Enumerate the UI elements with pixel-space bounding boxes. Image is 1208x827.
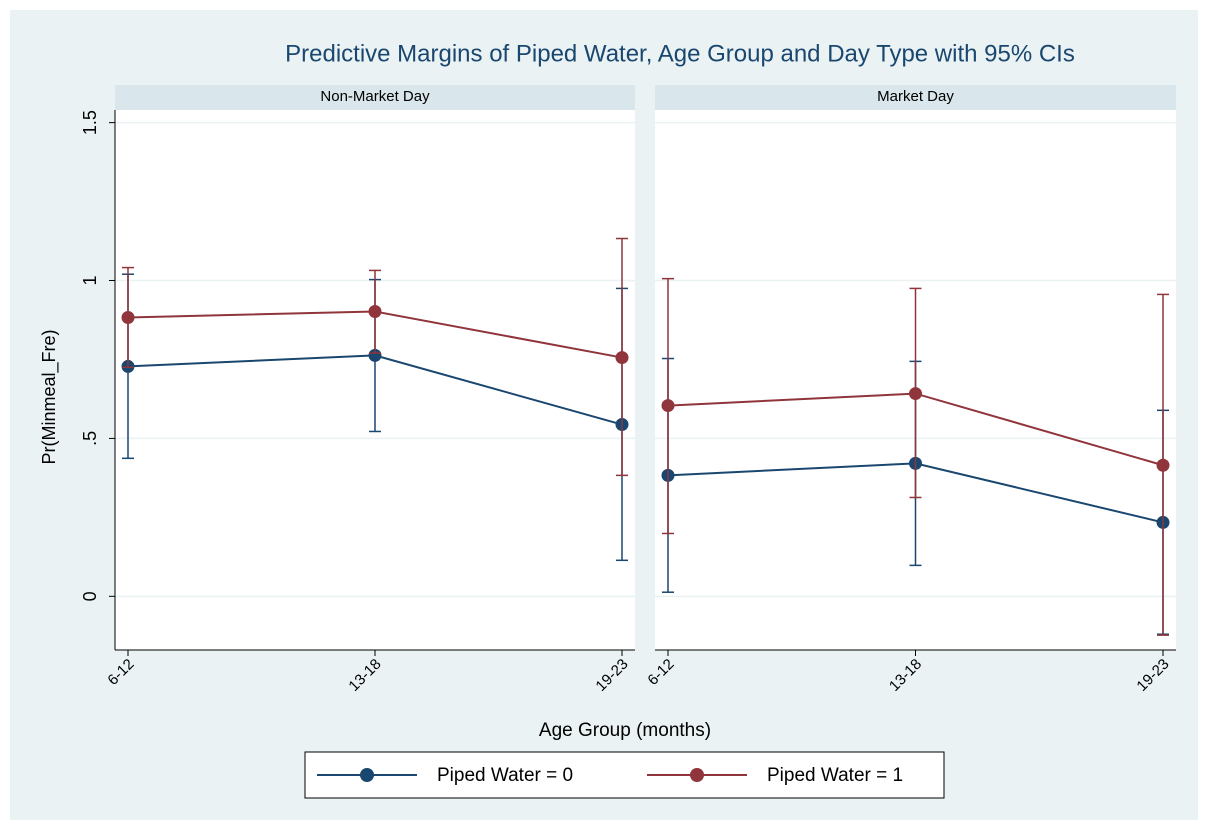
legend-marker <box>690 768 704 782</box>
legend-label: Piped Water = 1 <box>767 765 903 786</box>
point <box>661 399 675 413</box>
legend-marker <box>360 768 374 782</box>
point <box>1156 458 1170 472</box>
y-tick-label: 1 <box>80 276 100 286</box>
y-tick-label: 1.5 <box>80 110 100 135</box>
panel-title: Market Day <box>877 88 954 105</box>
panel-header <box>655 85 1176 110</box>
point <box>368 348 382 362</box>
legend-label: Piped Water = 0 <box>437 765 573 786</box>
chart-title: Predictive Margins of Piped Water, Age G… <box>285 40 1075 67</box>
panel-title: Non-Market Day <box>320 88 430 105</box>
point <box>121 310 135 324</box>
y-tick-label: 0 <box>80 591 100 601</box>
x-axis-title: Age Group (months) <box>539 720 711 741</box>
y-tick-label: .5 <box>80 431 100 446</box>
y-axis-title: Pr(Minmeal_Fre) <box>39 329 60 464</box>
point <box>368 304 382 318</box>
point <box>615 351 629 365</box>
point <box>909 387 922 401</box>
panel-header <box>115 85 635 110</box>
